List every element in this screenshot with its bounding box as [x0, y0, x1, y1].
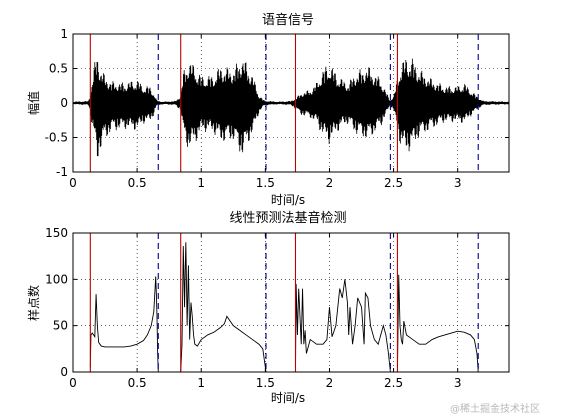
panel-2-ylabel: 样点数: [26, 285, 41, 321]
panel-2-axes-frame: [72, 232, 510, 373]
panel-1-ticks: 0 0.5 1 1.5 2 2.5 3 -1 -0.5 0 0.5 1: [45, 27, 509, 190]
x-tick-label: 3: [454, 376, 462, 390]
x-tick-label: 3: [454, 176, 462, 190]
x-tick-label: 1: [197, 376, 205, 390]
x-tick-label: 2: [326, 376, 334, 390]
panel-1-title: 语音信号: [262, 12, 314, 28]
y-tick-label: -1: [56, 165, 68, 179]
panel-1-xlabel: 时间/s: [271, 193, 305, 207]
panel-2-grid: [73, 233, 509, 372]
panel-2-plot-area: [89, 242, 479, 373]
y-tick-label: 1: [60, 27, 68, 41]
x-tick-label: 2.5: [384, 376, 403, 390]
pitch-period-line: [295, 279, 391, 373]
pitch-period-line: [396, 274, 479, 373]
watermark: @稀土掘金技术社区: [450, 404, 540, 415]
x-tick-label: 1.5: [256, 376, 275, 390]
x-tick-label: 1.5: [256, 176, 275, 190]
panel-2-markers: [89, 233, 479, 372]
y-tick-label: 50: [53, 319, 68, 333]
x-tick-label: 0: [69, 176, 77, 190]
panel-1-plot-area: [72, 58, 510, 157]
panel-1-ylabel: 幅值: [26, 91, 41, 115]
x-tick-label: 2.5: [384, 176, 403, 190]
y-tick-label: 0.5: [49, 62, 68, 76]
speech-waveform-line: [72, 58, 510, 157]
x-tick-label: 0: [69, 376, 77, 390]
panel-2-title: 线性预测法基音检测: [229, 210, 346, 226]
x-tick-label: 1: [197, 176, 205, 190]
panel-2-ticks: 0 0.5 1 1.5 2 2.5 3 0 50 100 150: [45, 226, 509, 390]
x-tick-label: 0.5: [128, 176, 147, 190]
y-tick-label: 150: [45, 226, 68, 240]
panel-1-markers: [89, 34, 479, 172]
y-tick-label: 0: [60, 96, 68, 110]
panel-1: 语音信号 时间/s 幅值 0 0.5 1 1.5 2 2.5 3 -1 -0.5 0 0.5 1: [26, 12, 510, 207]
y-tick-label: -0.5: [45, 131, 68, 145]
y-tick-label: 0: [60, 365, 68, 379]
x-tick-label: 0.5: [128, 376, 147, 390]
x-tick-label: 2: [326, 176, 334, 190]
panel-2: 线性预测法基音检测 时间/s 样点数 0 0.5 1 1.5 2 2.5 3 0 50 100 15…: [26, 210, 510, 405]
pitch-period-line: [180, 242, 267, 373]
panel-2-xlabel: 时间/s: [271, 391, 305, 405]
y-tick-label: 100: [45, 272, 68, 286]
pitch-period-line: [89, 276, 159, 373]
